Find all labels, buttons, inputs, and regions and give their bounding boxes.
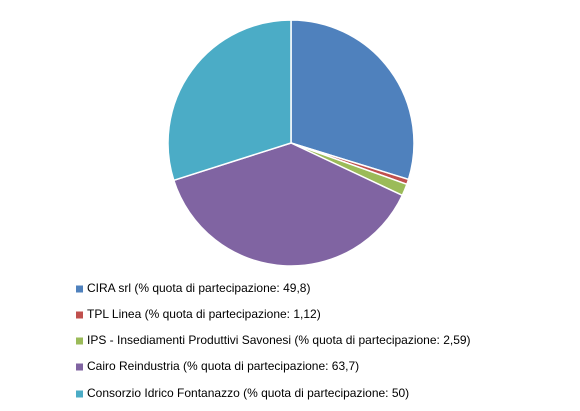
legend-swatch — [76, 363, 83, 371]
pie-slice — [167, 19, 292, 182]
legend-label: Consorzio Idrico Fontanazzo (% quota di … — [87, 386, 409, 400]
legend-label: TPL Linea (% quota di partecipazione: 1,… — [87, 307, 321, 321]
legend-swatch — [76, 285, 83, 293]
legend-label: Cairo Reindustria (% quota di partecipaz… — [87, 359, 359, 373]
legend-swatch — [76, 337, 83, 345]
pie-slice — [172, 142, 404, 267]
pie-slice — [290, 19, 415, 181]
legend-swatch — [76, 311, 83, 319]
legend-swatch — [76, 390, 83, 398]
legend-label: IPS - Insediamenti Produttivi Savonesi (… — [87, 333, 471, 347]
legend-label: CIRA srl (% quota di partecipazione: 49,… — [87, 281, 310, 295]
